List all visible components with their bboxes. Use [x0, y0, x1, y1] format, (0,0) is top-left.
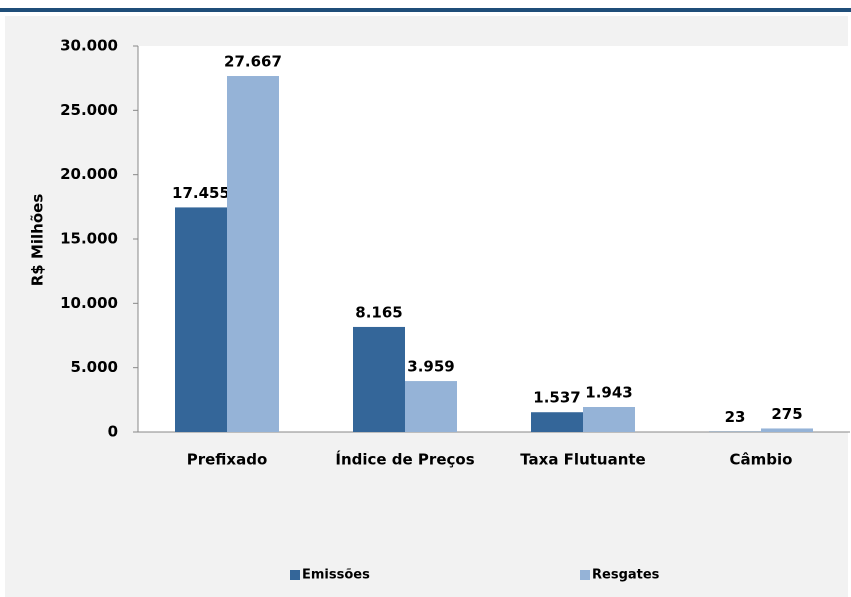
y-tick-label: 10.000: [60, 294, 118, 312]
data-label: 23: [725, 408, 746, 426]
y-tick-label: 30.000: [60, 37, 118, 55]
legend-label: Resgates: [592, 568, 660, 583]
legend-swatch: [580, 570, 590, 580]
bar: [531, 412, 583, 432]
data-label: 1.537: [533, 389, 580, 407]
data-label: 1.943: [585, 384, 632, 402]
data-label: 17.455: [172, 184, 230, 202]
y-tick-label: 5.000: [71, 358, 118, 376]
top-rule: [0, 8, 851, 12]
bar: [583, 407, 635, 432]
y-tick-label: 15.000: [60, 230, 118, 248]
y-tick-label: 25.000: [60, 101, 118, 119]
bar: [761, 428, 813, 432]
data-label: 275: [771, 405, 802, 423]
data-label: 8.165: [355, 303, 402, 321]
y-tick-label: 20.000: [60, 165, 118, 183]
legend-swatch: [290, 570, 300, 580]
x-tick-label: Taxa Flutuante: [520, 451, 646, 469]
bar: [175, 207, 227, 432]
y-axis-label: R$ Milhões: [29, 194, 47, 287]
data-label: 3.959: [407, 358, 454, 376]
bar: [227, 76, 279, 432]
x-tick-label: Índice de Preços: [335, 450, 474, 469]
y-tick-label: 0: [108, 423, 118, 441]
data-label: 27.667: [224, 53, 282, 71]
bar: [405, 381, 457, 432]
x-tick-label: Prefixado: [187, 451, 268, 469]
bar: [353, 326, 405, 432]
legend-label: Emissões: [302, 568, 370, 583]
x-tick-label: Câmbio: [730, 451, 793, 469]
